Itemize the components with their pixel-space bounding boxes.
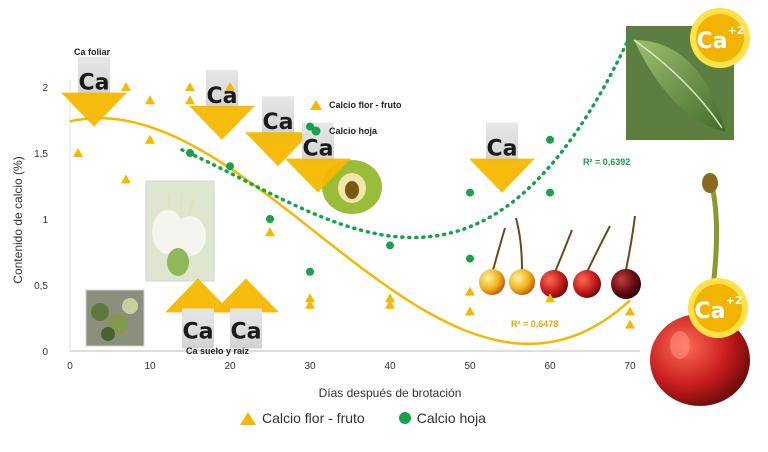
x-tick-label: 50	[464, 361, 476, 372]
r2-label-hoja: R² = 0,6392	[583, 157, 630, 167]
x-axis-title: Días después de brotación	[319, 386, 462, 400]
data-point-calcio-hoja	[306, 122, 314, 131]
ca-arrow-up: Ca	[213, 278, 279, 349]
trend-line-calcio-flor-fruto	[69, 116, 631, 346]
ca-arrows: Ca Ca Ca Ca Ca Ca Ca	[61, 56, 535, 349]
data-point-calcio-flor-fruto	[185, 95, 195, 105]
flower-photo	[145, 180, 215, 282]
inline-legend-triangle-marker	[310, 100, 322, 110]
y-tick-label: 1	[42, 215, 48, 226]
ca2-badge-bottom-text: Ca	[695, 299, 726, 324]
data-point-calcio-flor-fruto	[465, 286, 475, 296]
data-point-calcio-hoja	[226, 162, 234, 171]
x-tick-label: 0	[67, 361, 73, 372]
data-point-calcio-flor-fruto	[73, 148, 83, 157]
ca2-badge-top-superscript: +2	[728, 24, 745, 37]
x-ticks: 0 10 20 30 40 50 60 70	[67, 361, 636, 372]
ca-arrow-down: Ca	[189, 69, 255, 140]
legend: Calcio flor - fruto Calcio hoja	[240, 410, 486, 426]
x-tick-label: 20	[224, 361, 236, 372]
inline-legend-flor-fruto: Calcio flor - fruto	[310, 100, 402, 110]
ca-arrow-up: Ca	[165, 278, 231, 349]
data-point-calcio-flor-fruto	[145, 95, 155, 105]
legend-label-calcio-flor-fruto: Calcio flor - fruto	[262, 410, 365, 426]
circle-marker-icon	[398, 412, 411, 424]
inline-legend-hoja: Calcio hoja	[311, 126, 378, 136]
ca-arrow-down: Ca	[245, 96, 311, 167]
y-tick-label: 1,5	[34, 149, 48, 160]
triangle-marker-icon	[240, 411, 256, 425]
data-point-calcio-hoja	[306, 267, 314, 276]
ca-arrow-down: Ca	[61, 56, 127, 127]
data-point-calcio-hoja	[386, 241, 394, 250]
legend-item-calcio-flor-fruto: Calcio flor - fruto	[240, 410, 365, 426]
ca-arrow-label: Ca	[183, 319, 214, 344]
annotation-ca-foliar: Ca foliar	[74, 47, 111, 57]
data-point-calcio-hoja	[546, 188, 554, 197]
annotation-ca-suelo-raiz: Ca suelo y raíz	[186, 346, 250, 356]
inline-legend-flor-fruto-label: Calcio flor - fruto	[329, 100, 402, 110]
data-point-calcio-flor-fruto	[385, 299, 395, 309]
series-calcio-flor-fruto	[73, 82, 635, 329]
ca-arrow-label: Ca	[487, 137, 518, 162]
cherry-row-photo	[479, 215, 641, 299]
data-point-calcio-flor-fruto	[625, 306, 635, 316]
y-tick-label: 0	[42, 347, 48, 358]
x-tick-label: 70	[624, 361, 636, 372]
fruit-cut-photo	[322, 160, 382, 214]
data-point-calcio-hoja	[466, 188, 474, 197]
data-point-calcio-flor-fruto	[121, 174, 131, 184]
data-point-calcio-hoja	[186, 149, 194, 157]
bud-photo	[85, 289, 145, 347]
data-point-calcio-flor-fruto	[145, 134, 155, 144]
y-tick-label: 2	[42, 83, 48, 94]
data-point-calcio-flor-fruto	[225, 82, 235, 91]
ca-arrow-label: Ca	[79, 71, 110, 96]
data-point-calcio-flor-fruto	[625, 319, 635, 329]
series-calcio-hoja	[186, 122, 554, 276]
ca2-badge-top-text: Ca	[697, 29, 728, 54]
r2-label-flor-fruto: R² = 0,6478	[511, 319, 558, 329]
data-point-calcio-flor-fruto	[385, 293, 395, 303]
data-point-calcio-flor-fruto	[121, 82, 131, 91]
inline-legend-circle-marker	[311, 126, 321, 136]
data-point-calcio-flor-fruto	[465, 306, 475, 316]
ca-arrow-label: Ca	[263, 110, 294, 135]
data-point-calcio-flor-fruto	[305, 299, 315, 309]
legend-label-calcio-hoja: Calcio hoja	[416, 410, 486, 426]
legend-item-calcio-hoja: Calcio hoja	[398, 410, 486, 426]
x-tick-label: 30	[304, 361, 316, 372]
ca-arrow-down: Ca	[469, 122, 535, 193]
x-tick-label: 60	[544, 361, 556, 372]
y-tick-label: 0,5	[34, 281, 48, 292]
axes	[69, 80, 640, 352]
x-tick-label: 40	[384, 361, 396, 372]
data-point-calcio-flor-fruto	[305, 293, 315, 303]
x-tick-label: 10	[144, 361, 156, 372]
data-point-calcio-hoja	[466, 254, 474, 263]
trend-line-calcio-hoja	[180, 34, 632, 240]
ca2-badge-bottom: Ca +2	[688, 278, 748, 338]
y-ticks: 0 0,5 1 1,5 2	[34, 83, 48, 358]
y-axis-title: Contenido de calcio (%)	[11, 156, 25, 283]
ca2-badge-top: Ca +2	[690, 8, 750, 68]
ca-arrow-label: Ca	[303, 137, 334, 162]
inline-legend-hoja-label: Calcio hoja	[329, 126, 378, 136]
data-point-calcio-flor-fruto	[545, 293, 555, 303]
ca2-badge-bottom-superscript: +2	[726, 294, 743, 307]
data-point-calcio-hoja	[266, 215, 274, 223]
data-point-calcio-hoja	[546, 135, 554, 144]
data-point-calcio-flor-fruto	[185, 82, 195, 91]
ca-arrow-label: Ca	[231, 319, 262, 344]
data-point-calcio-flor-fruto	[265, 227, 275, 237]
